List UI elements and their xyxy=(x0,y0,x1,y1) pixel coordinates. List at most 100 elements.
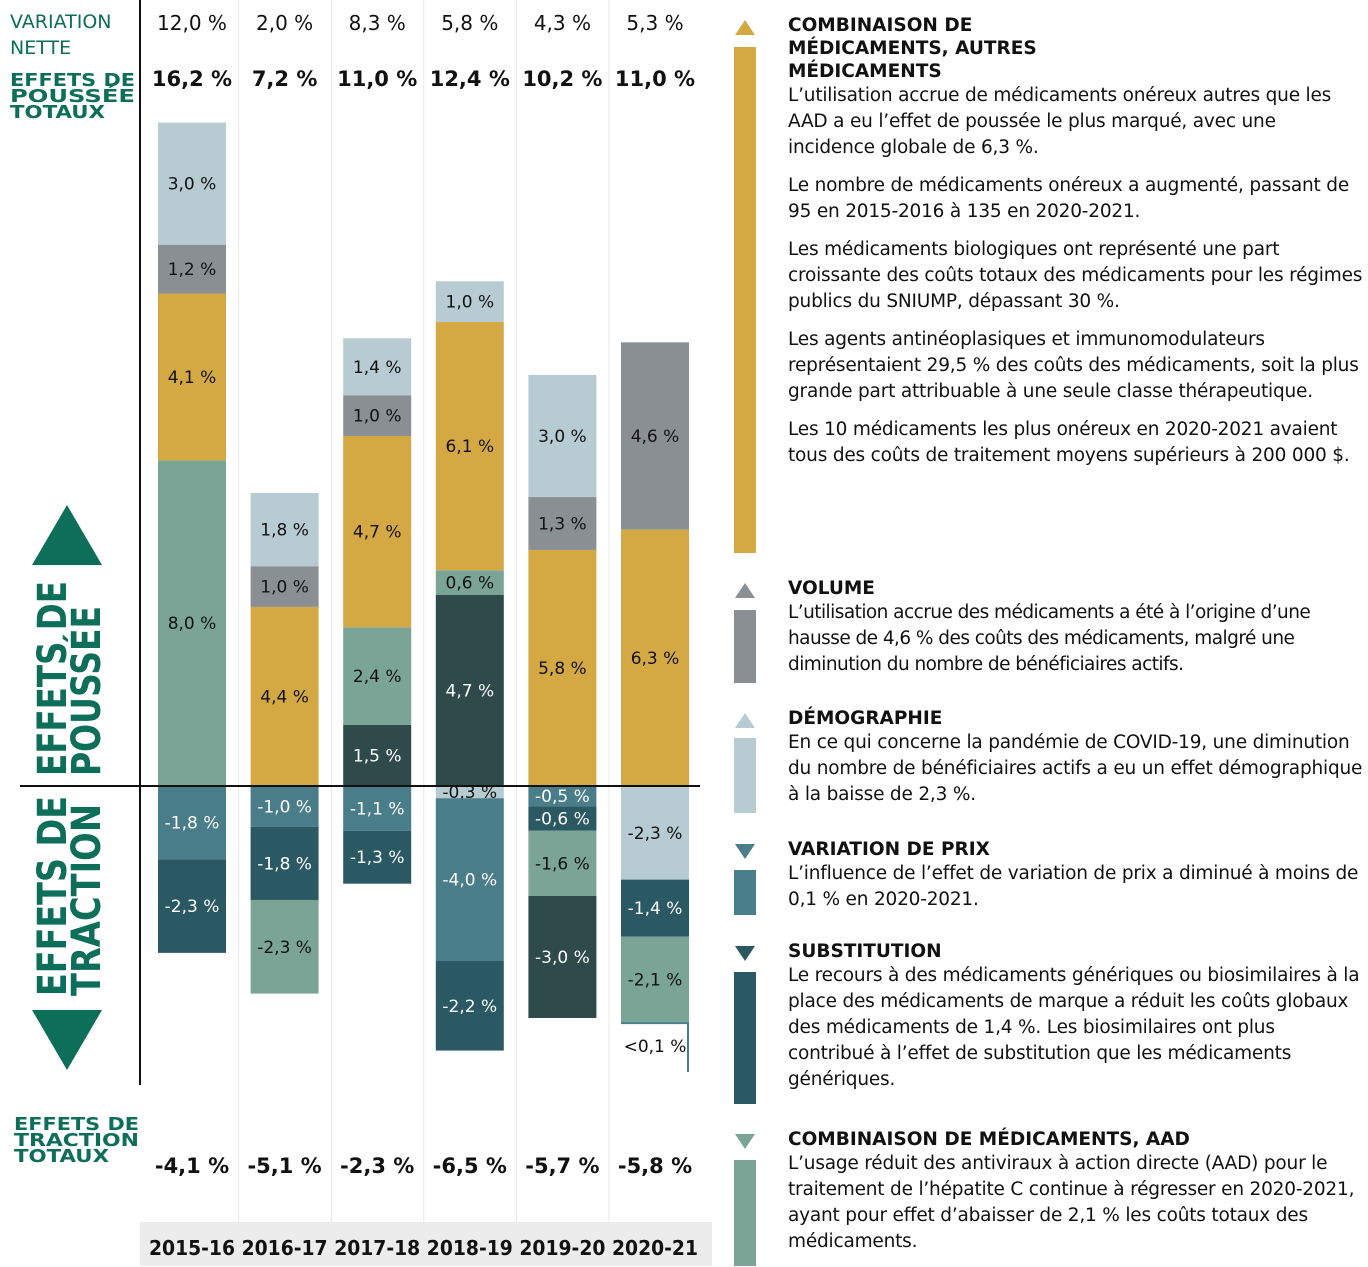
bar-segment xyxy=(621,1022,689,1025)
legend-arrow xyxy=(735,20,755,35)
pull-total-value: -5,1 % xyxy=(247,1154,321,1178)
bar-segment-label: -1,8 % xyxy=(165,814,220,834)
legend-arrow xyxy=(735,1134,755,1149)
bar-segment xyxy=(343,627,412,725)
push-arrow xyxy=(32,505,102,565)
bar-segment xyxy=(250,786,319,827)
bar-segment xyxy=(435,322,504,571)
legend-swatch xyxy=(734,870,756,915)
bar-segment-label: 4,4 % xyxy=(260,687,309,707)
bar-segment-label: 1,5 % xyxy=(353,746,402,766)
bar-segment xyxy=(528,806,597,831)
pull-total-title: TRACTION xyxy=(14,1130,139,1151)
bar-segment-label: -2,1 % xyxy=(628,970,683,990)
bar-segment xyxy=(435,570,504,595)
bar-segment xyxy=(343,435,412,628)
bar-segment xyxy=(158,293,226,461)
pull-arrow xyxy=(32,1010,102,1070)
bar-segment-label: -1,4 % xyxy=(628,899,683,919)
bar-segment-label: -1,6 % xyxy=(535,854,590,874)
pull-total-value: -5,8 % xyxy=(618,1154,692,1178)
legend-text: L’utilisation accrue de médicaments onér… xyxy=(788,85,1332,158)
bar-segment xyxy=(435,594,504,786)
bar-segment xyxy=(158,859,226,953)
bar-segment-label: 1,0 % xyxy=(446,293,495,313)
net-change-value: 8,3 % xyxy=(349,11,406,35)
bar-segment xyxy=(621,936,689,1023)
legend-text: Le nombre de médicaments onéreux a augme… xyxy=(788,175,1350,222)
push-total-value: 11,0 % xyxy=(615,67,695,91)
pull-total-value: -2,3 % xyxy=(340,1154,414,1178)
legend-item: VOLUME L’utilisation accrue des médicamen… xyxy=(730,577,1366,690)
bar-segment xyxy=(528,786,597,807)
x-tick-label: 2016-17 xyxy=(242,1236,328,1260)
bar-segment xyxy=(250,606,319,786)
legend-title: VOLUME xyxy=(788,578,875,599)
push-total-value: 7,2 % xyxy=(252,67,318,91)
legend-swatch xyxy=(734,738,756,813)
push-total-title: POUSSÉE xyxy=(10,85,135,107)
bar-segment-label: 3,0 % xyxy=(538,427,587,447)
legend-item: VARIATION DE PRIX L’influence de l’effet … xyxy=(730,838,1366,925)
bar-segment-label: 4,1 % xyxy=(168,368,217,388)
bar-segment xyxy=(250,492,319,567)
bar-segment xyxy=(621,342,689,530)
x-tick-label: 2017-18 xyxy=(334,1236,420,1260)
net-change-value: 4,3 % xyxy=(534,11,591,35)
bar-segment xyxy=(435,281,504,323)
net-change-value: 2,0 % xyxy=(256,11,313,35)
legend-arrow xyxy=(735,583,755,598)
bar-segment-label: 6,3 % xyxy=(631,649,680,669)
pull-total-title: TOTAUX xyxy=(14,1146,109,1167)
bar-segment xyxy=(158,460,226,786)
bar-segment xyxy=(343,395,412,436)
bar-segment-label: -2,2 % xyxy=(442,997,497,1017)
bar-segment xyxy=(621,786,689,880)
bar-segment-label: -2,3 % xyxy=(628,824,683,844)
bar-segment-label: -2,3 % xyxy=(165,897,220,917)
pull-axis-title: EFFETS DE xyxy=(30,796,76,996)
pull-total-value: -5,7 % xyxy=(525,1154,599,1178)
bar-segment xyxy=(343,724,412,786)
bar-segment xyxy=(158,244,226,294)
bar-segment-label: 1,8 % xyxy=(260,521,309,541)
bar-segment xyxy=(343,830,412,884)
bar-segment xyxy=(250,899,319,994)
bar-segment-label: -1,8 % xyxy=(257,854,312,874)
bar-segment-label: -3,0 % xyxy=(535,948,590,968)
bar-segment-label: 2,4 % xyxy=(353,667,402,687)
bar-segment-label: 8,0 % xyxy=(168,614,217,634)
bar-segment-label: -0,3 % xyxy=(442,783,497,803)
legend-arrow xyxy=(735,946,755,961)
push-total-title: TOTAUX xyxy=(10,102,105,123)
bar-segment-label: -0,5 % xyxy=(535,787,590,807)
bar-segment xyxy=(343,338,412,396)
bar-segment-label: 4,7 % xyxy=(353,523,402,543)
push-axis-title: POUSSÉE xyxy=(62,606,110,776)
legend-title: DÉMOGRAPHIE xyxy=(788,708,943,729)
legend-title: VARIATION DE PRIX xyxy=(788,839,990,860)
bar-segment xyxy=(621,529,689,786)
push-total-value: 12,4 % xyxy=(430,67,510,91)
bar-segment-label: -2,3 % xyxy=(257,938,312,958)
legend-text: Les agents antinéoplasiques et immunomod… xyxy=(788,329,1359,402)
legend-text: En ce qui concerne la pandémie de COVID-… xyxy=(788,732,1363,805)
bar-segment-label: 0,6 % xyxy=(446,574,495,594)
legend-swatch xyxy=(734,972,756,1104)
legend-item: SUBSTITUTION Le recours à des médicaments… xyxy=(730,940,1366,1105)
push-axis-title: EFFETS DE xyxy=(30,581,76,776)
legend-title: COMBINAISON DE MÉDICAMENTS, AUTRES MÉDIC… xyxy=(788,15,1037,82)
bar-segment-label: <0,1 % xyxy=(624,1037,687,1057)
legend-title: SUBSTITUTION xyxy=(788,941,942,962)
legend-swatch xyxy=(734,610,756,683)
bar-segment-label: 6,1 % xyxy=(446,437,495,457)
legend-swatch xyxy=(734,1160,756,1266)
bar-segment xyxy=(435,798,504,962)
bar-segment xyxy=(528,895,597,1018)
pull-total-value: -4,1 % xyxy=(155,1154,229,1178)
net-change-title: VARIATION xyxy=(10,11,112,33)
bar-segment-label: -1,3 % xyxy=(350,848,405,868)
bar-segment xyxy=(528,549,597,786)
bar-segment-label: -4,0 % xyxy=(442,871,497,891)
